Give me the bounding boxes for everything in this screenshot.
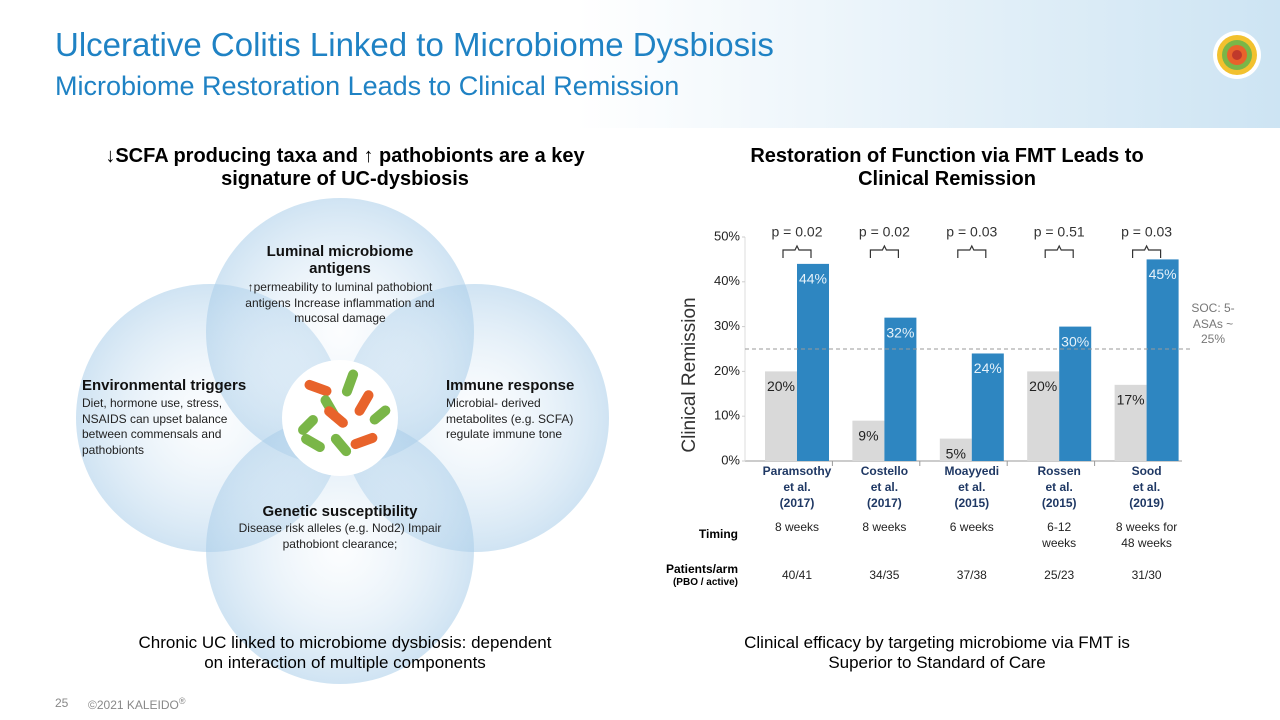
- table-cell: 40/41: [781, 568, 813, 582]
- value-label: 30%: [1061, 333, 1089, 349]
- x-tick-label: Sood et al. (2019): [1129, 464, 1164, 511]
- logo: [1213, 31, 1261, 79]
- bracket: [957, 244, 987, 258]
- left-heading: ↓SCFA producing taxa and ↑ pathobionts a…: [105, 145, 585, 190]
- node-title: Environmental triggers: [82, 377, 247, 394]
- node-title: Luminal microbiome antigens: [266, 243, 414, 277]
- copyright: ©2021 KALEIDO®: [88, 696, 186, 712]
- p-value: p = 0.02: [772, 224, 823, 240]
- y-tick-label: 50%: [714, 228, 740, 243]
- node-title: Genetic susceptibility: [262, 503, 418, 520]
- table-cell: 6-12 weeks: [1042, 520, 1077, 551]
- x-tick-label: Costello et al. (2017): [860, 464, 909, 511]
- table-cell: 8 weeks for 48 weeks: [1115, 520, 1178, 551]
- table-cell: 25/23: [1044, 568, 1075, 582]
- table-cell: 34/35: [869, 568, 900, 582]
- reference-label: SOC: 5-ASAs ~ 25%: [1191, 301, 1235, 347]
- bracket: [869, 244, 899, 258]
- bar: [797, 263, 829, 461]
- row-sublabel: (PBO / active): [672, 577, 738, 588]
- y-tick-label: 10%: [714, 408, 740, 423]
- bar: [884, 317, 917, 461]
- y-tick-label: 20%: [714, 363, 740, 378]
- header-band: [0, 0, 1280, 128]
- p-value: p = 0.03: [1121, 224, 1172, 240]
- venn-circle: [206, 416, 474, 684]
- table-cell: 6 weeks: [949, 520, 994, 534]
- bar: [971, 353, 1004, 461]
- value-label: 20%: [767, 378, 795, 394]
- value-label: 45%: [1149, 266, 1177, 282]
- value-label: 20%: [1029, 378, 1057, 394]
- y-tick-label: 30%: [714, 318, 740, 333]
- bracket: [1132, 244, 1162, 258]
- p-value: p = 0.51: [1034, 224, 1085, 240]
- p-value: p = 0.03: [946, 224, 997, 240]
- copyright-text: ©2021 KALEIDO: [88, 698, 179, 712]
- x-tick-label: Moayyedi et al. (2015): [944, 464, 1000, 511]
- value-label: 9%: [858, 427, 878, 443]
- registered-mark: ®: [178, 696, 186, 706]
- title: Ulcerative Colitis Linked to Microbiome …: [55, 26, 774, 63]
- venn-circle: [206, 198, 474, 466]
- table-cell: 31/30: [1131, 568, 1162, 582]
- bracket: [1044, 244, 1074, 258]
- p-value: p = 0.02: [859, 224, 910, 240]
- node-text: Disease risk alleles (e.g. Nod2) Impair …: [238, 521, 442, 551]
- y-axis-label: Clinical Remission: [679, 297, 700, 452]
- value-label: 32%: [886, 324, 914, 340]
- table-cell: 8 weeks: [862, 520, 907, 534]
- value-label: 5%: [946, 445, 966, 461]
- bar: [852, 420, 885, 461]
- bracket: [782, 244, 812, 258]
- table-cell: 8 weeks: [774, 520, 820, 534]
- subtitle: Microbiome Restoration Leads to Clinical…: [55, 71, 680, 101]
- bacteria: [298, 369, 391, 457]
- bar: [1146, 259, 1179, 461]
- row-label: Patients/arm: [665, 562, 738, 576]
- row-label: Timing: [698, 527, 738, 541]
- value-label: 44%: [799, 271, 827, 287]
- y-tick-label: 40%: [714, 273, 740, 288]
- node-text: Microbial- derived metabolites (e.g. SCF…: [446, 396, 574, 442]
- bar: [1027, 371, 1060, 461]
- node-text: Diet, hormone use, stress, NSAIDS can up…: [82, 396, 228, 457]
- x-tick-label: Rossen et al. (2015): [1037, 464, 1081, 511]
- value-label: 17%: [1117, 392, 1145, 408]
- bar: [1114, 384, 1147, 461]
- x-tick-label: Paramsothy et al. (2017): [762, 464, 832, 511]
- left-caption: Chronic UC linked to microbiome dysbiosi…: [138, 633, 552, 672]
- y-tick-label: 0%: [721, 452, 740, 467]
- chart-title: Restoration of Function via FMT Leads to…: [750, 145, 1144, 190]
- node-text: ↑permeability to luminal pathobiont anti…: [245, 280, 435, 326]
- value-label: 24%: [974, 360, 1002, 376]
- node-title: Immune response: [446, 377, 575, 394]
- page-number: 25: [55, 696, 69, 710]
- bar: [939, 438, 972, 461]
- right-caption: Clinical efficacy by targeting microbiom…: [744, 633, 1130, 672]
- table-cell: 37/38: [956, 568, 987, 582]
- bar: [765, 371, 797, 461]
